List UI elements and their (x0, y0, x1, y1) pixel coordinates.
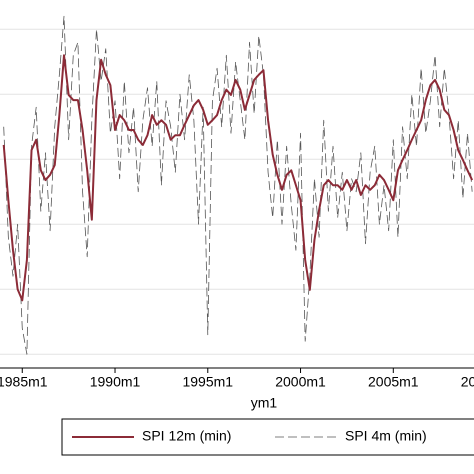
x-tick-label: 1995m1 (182, 374, 233, 390)
x-tick-label: 2000m1 (275, 374, 326, 390)
x-axis-title: ym1 (251, 395, 278, 411)
legend-label: SPI 12m (min) (142, 428, 231, 444)
x-tick-label: 2005m1 (368, 374, 419, 390)
series-line (3, 15, 473, 355)
x-tick-label: 1990m1 (90, 374, 141, 390)
x-tick-label: 1985m1 (0, 374, 48, 390)
x-tick-label: 2010m1 (461, 374, 474, 390)
series-line (2, 54, 474, 302)
legend-label: SPI 4m (min) (345, 428, 427, 444)
